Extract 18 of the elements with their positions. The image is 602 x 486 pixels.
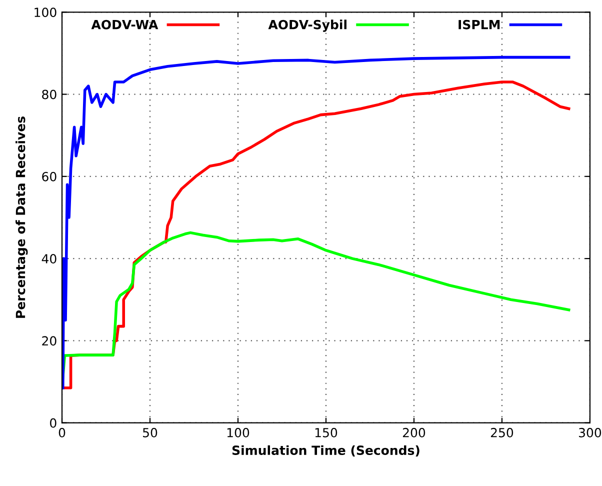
y-tick-label: 80 bbox=[42, 90, 56, 100]
y-axis-title: Percentage of Data Receives bbox=[16, 116, 28, 318]
legend-label: AODV-WA bbox=[91, 20, 158, 30]
y-tick-label: 60 bbox=[42, 172, 56, 182]
x-tick-label: 50 bbox=[143, 428, 158, 438]
y-tick-label: 100 bbox=[34, 8, 56, 18]
y-tick-label: 0 bbox=[50, 418, 56, 428]
x-tick-label: 200 bbox=[402, 428, 426, 438]
x-tick-label: 250 bbox=[490, 428, 514, 438]
x-tick-label: 300 bbox=[578, 428, 602, 438]
legend-label: ISPLM bbox=[458, 20, 500, 30]
y-tick-label: 20 bbox=[42, 336, 56, 346]
legend-label: AODV-Sybil bbox=[268, 20, 346, 32]
x-axis-title: Simulation Time (Seconds) bbox=[232, 445, 420, 456]
x-tick-label: 150 bbox=[315, 428, 338, 438]
y-tick-label: 40 bbox=[42, 254, 56, 264]
x-tick-label: 0 bbox=[58, 428, 66, 438]
x-tick-label: 100 bbox=[227, 428, 250, 438]
